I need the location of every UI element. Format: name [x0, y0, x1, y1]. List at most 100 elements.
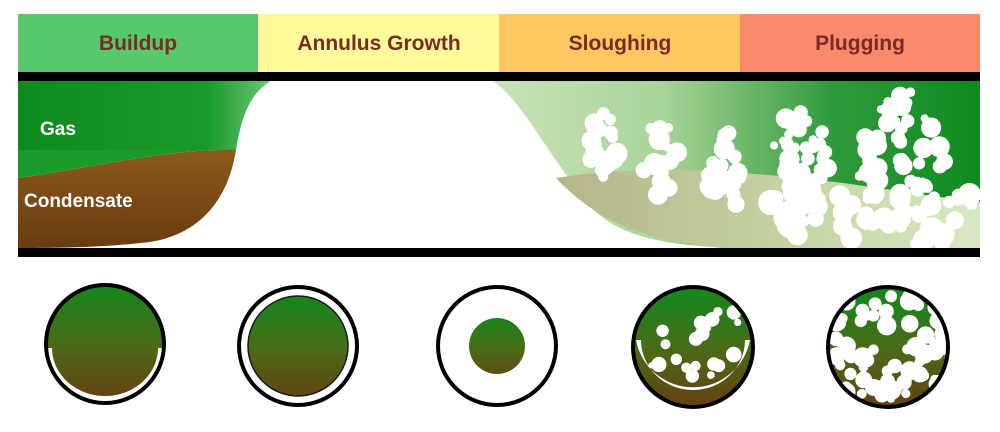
stage-box-plugging [740, 14, 980, 72]
cross-section-sloughing [631, 285, 755, 409]
hydrate-particle [885, 290, 898, 303]
hydrate-particle [707, 371, 715, 379]
hydrate-particle [837, 336, 856, 356]
hydrate-particle [894, 219, 908, 233]
hydrate-particle [894, 121, 908, 135]
hydrate-particle [840, 227, 863, 248]
cross-section-plugging [826, 285, 950, 409]
stage-box-buildup [18, 14, 258, 72]
hydrate-particle [910, 181, 926, 197]
hydrate-particle [913, 137, 934, 159]
hydrate-particle [952, 192, 966, 206]
hydrate-particle [651, 356, 667, 373]
hydrate-particle [837, 313, 848, 324]
hydrate-particle [801, 151, 815, 166]
hydrate-particle [878, 303, 894, 319]
hydrate-particle [901, 389, 911, 399]
hydrate-particle [818, 158, 837, 178]
hydrate-particle [604, 113, 616, 126]
hydrate-particle [734, 318, 742, 326]
hydrate-particle [867, 136, 887, 156]
hydrate-particle [854, 171, 865, 181]
pipe-wall-top [18, 72, 980, 81]
hydrate-particle [936, 153, 953, 171]
condensate-label: Condensate [24, 191, 133, 212]
hydrate-particle [855, 371, 873, 389]
hydrate-particle [911, 367, 922, 379]
hydrate-particle [581, 130, 602, 151]
hydrate-particle [649, 154, 662, 168]
hydrate-particle [660, 168, 669, 177]
hydrate-particle [648, 362, 655, 369]
hydrate-particle [863, 187, 875, 200]
hydrate-particle [788, 190, 802, 203]
hydrate-particle [934, 325, 946, 342]
hydrate-particle [893, 135, 908, 149]
hydrate-particle [807, 141, 820, 153]
hydrate-particle [856, 209, 877, 230]
hydrate-particle [931, 391, 941, 401]
hydrate-particle [945, 211, 964, 230]
hydrate-particle [817, 150, 827, 161]
hydrate-particle [598, 159, 614, 175]
hydrate-particle [656, 324, 669, 337]
hydrate-particle [913, 157, 926, 170]
gas-label: Gas [40, 119, 76, 140]
pipe-wall-bottom [18, 248, 980, 257]
hydrate-particle [790, 162, 811, 183]
hydrate-particle [832, 201, 854, 223]
hydrate-particle [815, 125, 829, 139]
hydrate-particle [704, 312, 720, 327]
hydrate-particle [732, 167, 744, 178]
hydrate-particle [813, 192, 826, 206]
stage-label-buildup: Buildup [99, 32, 177, 55]
condensate-region-left [18, 149, 236, 248]
hydrate-particle [868, 297, 882, 311]
hydrate-particle [670, 353, 682, 365]
hydrate-particle [707, 357, 721, 371]
hydrate-particle [793, 105, 808, 120]
hydrate-particle [800, 187, 813, 201]
stage-box-sloughing [499, 14, 740, 72]
gas-region-left [18, 80, 272, 150]
hydrate-particle [916, 326, 935, 344]
hydrate-particle [785, 120, 794, 129]
hydrate-particle [778, 207, 790, 219]
hydrate-particle [806, 173, 822, 189]
hydrate-particle [862, 153, 878, 169]
hydrate-particle [726, 176, 742, 191]
hydrate-particle [651, 172, 671, 192]
hydrate-particle [645, 122, 657, 135]
hydrate-particle [758, 189, 784, 216]
hydrate-particle [690, 360, 701, 371]
hydrate-particle [701, 180, 721, 199]
pipe-longitudinal-section [18, 80, 980, 248]
hydrate-particle [895, 152, 908, 166]
hydrate-particle [880, 216, 898, 234]
hydrate-particles-sloughing [648, 305, 742, 383]
hydrate-particle [914, 344, 934, 364]
hydrate-particle [856, 388, 867, 399]
hydrate-particle [791, 118, 807, 135]
hydrate-particle [784, 129, 794, 140]
hydrate-particle [717, 127, 733, 143]
hydrate-particle [909, 238, 920, 248]
cross-section-annulus-thin [237, 285, 359, 407]
hydrate-particle [863, 312, 872, 321]
hydrate-particle [936, 141, 948, 153]
stage-header-bar: Buildup Annulus Growth Sloughing Pluggin… [18, 14, 980, 72]
hydrate-particle [659, 141, 668, 150]
hydrate-particle [609, 155, 622, 167]
hydrate-particle [928, 191, 940, 204]
hydrate-particle [781, 137, 794, 150]
cross-section-annulus-thick [436, 285, 558, 407]
hydrate-particle [582, 150, 600, 168]
stage-box-annulus-growth [258, 14, 499, 72]
hydrate-particle [844, 367, 857, 380]
stage-label-plugging: Plugging [815, 32, 905, 55]
hydrate-particle [882, 105, 891, 115]
hydrate-particle [779, 150, 796, 167]
hydrate-particle [890, 86, 910, 106]
hydrate-particle [725, 346, 742, 363]
hydrate-particle [921, 117, 942, 138]
